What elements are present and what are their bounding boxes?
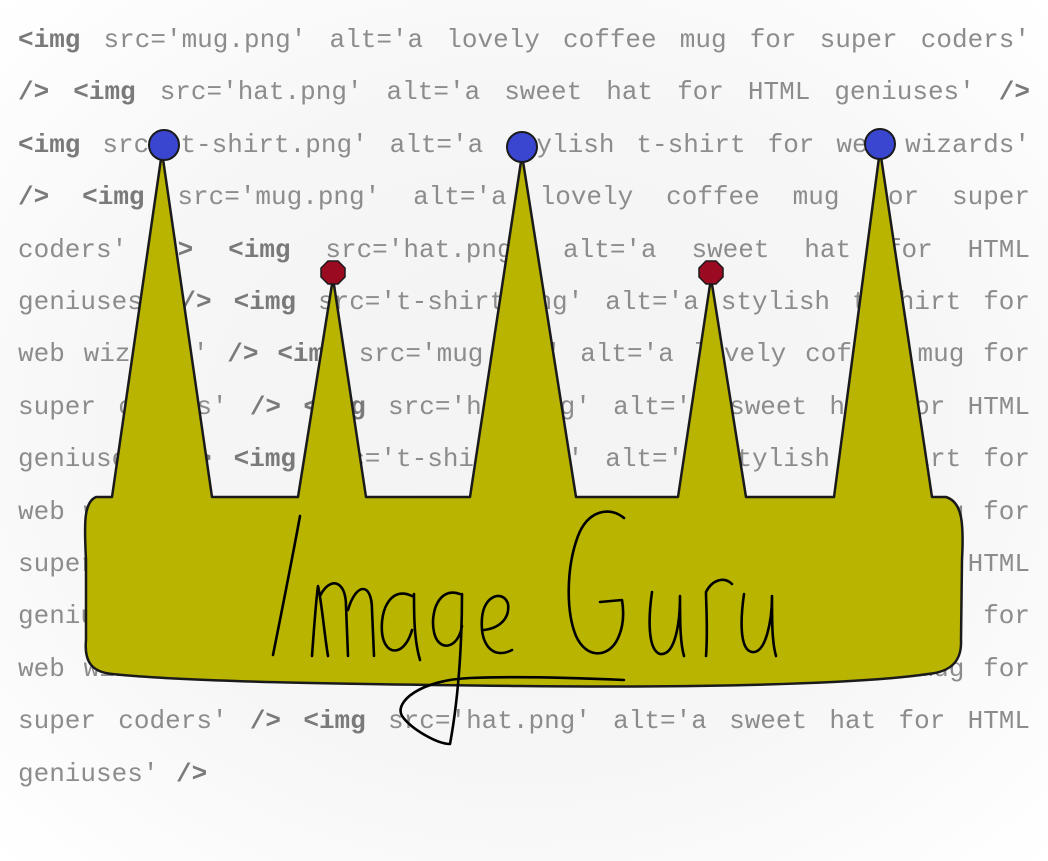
code-tag-token: /> (998, 77, 1030, 108)
code-tag-token: <img (233, 287, 297, 318)
wordmark-image-guru (271, 510, 778, 746)
code-tag-token: /> (249, 706, 282, 737)
code-attribute-text: src='hat.png' alt='a sweet hat for HTML … (18, 706, 1031, 789)
code-tag-token: /> (249, 391, 282, 422)
code-attribute-text: src='mug.png' alt='a lovely coffee mug f… (80, 25, 1030, 55)
jewel-center (506, 131, 538, 163)
code-tag-token: <img (18, 25, 81, 55)
code-tag-token: /> (227, 339, 259, 370)
code-tag-token: /> (18, 182, 50, 213)
crown-body (83, 148, 964, 688)
code-tag-token: <img (18, 129, 81, 160)
code-tag-token: /> (18, 77, 50, 108)
code-tag-token: <img (233, 444, 297, 475)
code-tag-token: /> (176, 758, 208, 789)
jewel-left (148, 129, 180, 161)
code-tag-token: <img (82, 182, 145, 213)
code-tag-token: <img (73, 77, 136, 108)
code-attribute-text: src='hat.png' alt='a sweet hat for HTML … (18, 234, 1030, 318)
small-jewel-left (320, 260, 346, 285)
small-jewel-right (698, 260, 724, 285)
code-attribute-text: src='hat.png' alt='a sweet hat for HTML … (135, 77, 999, 108)
jewel-right (864, 128, 896, 160)
code-tag-token: <img (303, 706, 366, 737)
code-tag-token: <img (228, 234, 291, 265)
